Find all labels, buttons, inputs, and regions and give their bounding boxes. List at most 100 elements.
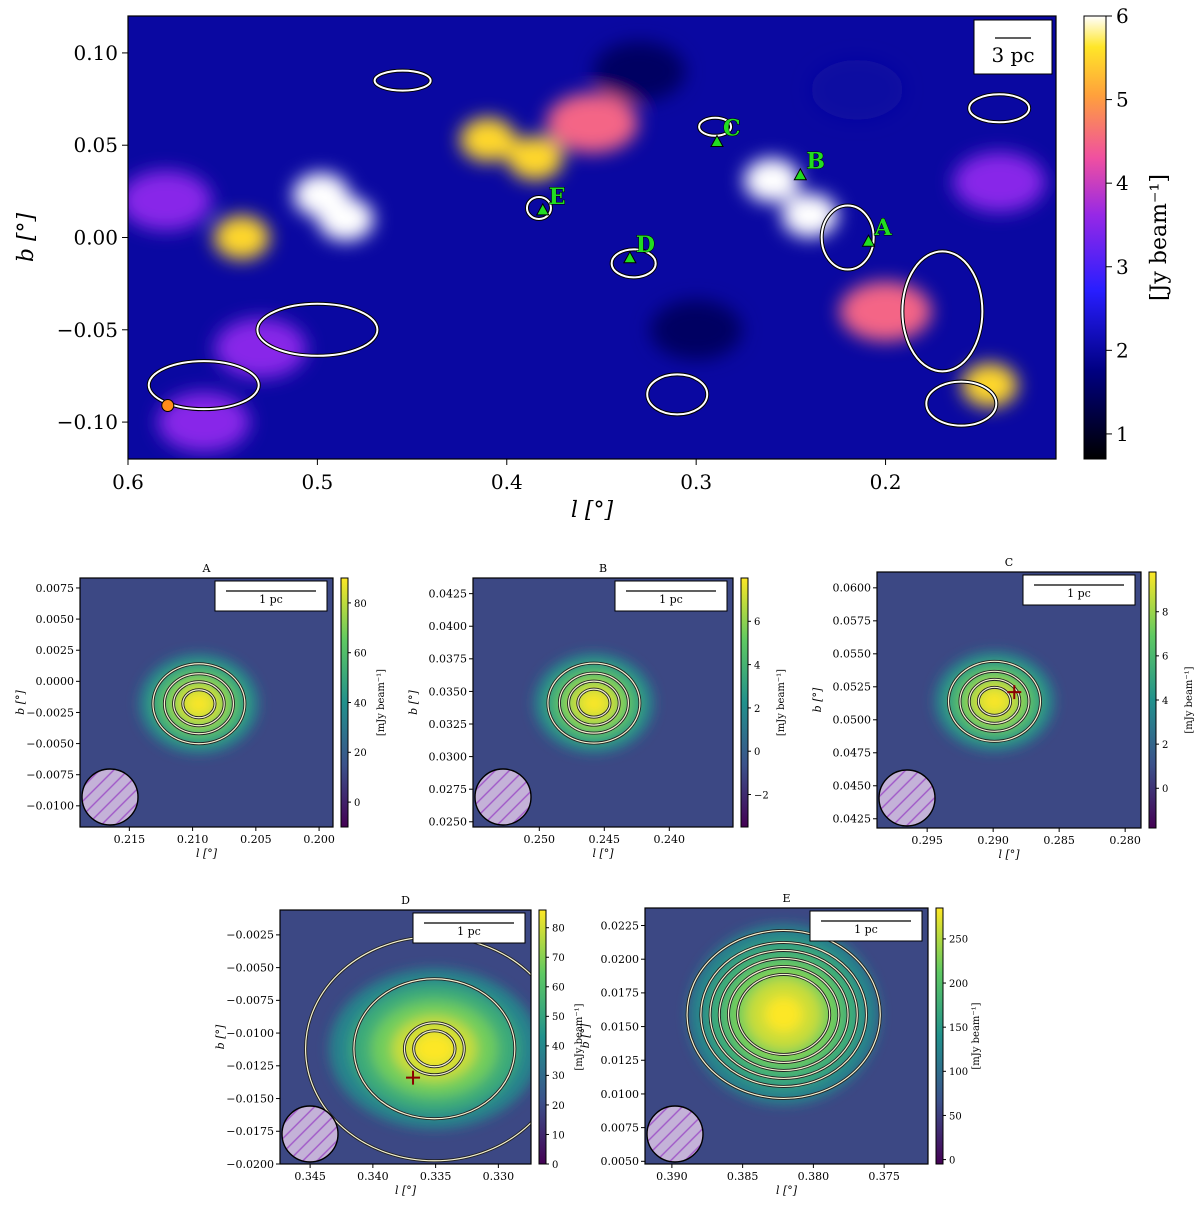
scalebar-label: 1 pc: [259, 593, 283, 606]
beam-marker: [474, 768, 532, 826]
y-tick-label: −0.0100: [226, 1027, 274, 1040]
scalebar-box: [412, 912, 526, 944]
x-tick-label: 0.250: [524, 833, 556, 846]
y-tick-label: 0.0600: [833, 582, 872, 595]
y-tick-label: 0.0475: [833, 747, 872, 760]
beam-marker: [646, 1105, 704, 1163]
colorbar-tick-label: 50: [552, 1012, 565, 1023]
emission-level: [764, 996, 803, 1033]
y-tick-label: 0.05: [73, 133, 118, 157]
x-tick-label: 0.290: [977, 834, 1009, 847]
panel-title: E: [782, 892, 790, 905]
emission-layer: [329, 968, 531, 1129]
emission-region: [507, 136, 564, 181]
contour-line: [698, 116, 733, 137]
scalebar-box: [809, 910, 923, 942]
panel-title: A: [202, 562, 212, 575]
colorbar: [1148, 571, 1157, 829]
y-tick-label: 0.0300: [429, 750, 468, 763]
y-tick-label: 0.0375: [429, 653, 468, 666]
x-axis-label: l [°]: [998, 848, 1020, 861]
emission-region: [546, 93, 638, 154]
main-panel: 0.6 0.5 0.4 0.3 0.2 0.10 0.05 0.00 −0.05 −0.10 l […: [14, 4, 1172, 523]
y-tick-label: −0.05: [57, 318, 118, 342]
contour-line: [700, 941, 868, 1088]
colorbar-tick-label: 50: [949, 1111, 962, 1122]
x-axis-label: l [°]: [776, 1184, 798, 1197]
colorbar-tick-label: 0: [552, 1160, 558, 1171]
source-marker: [710, 134, 724, 148]
contour-line: [925, 380, 998, 427]
colorbar-tick-label: 80: [354, 599, 367, 610]
colorbar-tick-label: 8: [1162, 608, 1168, 619]
colorbar-tick-label: 0: [1162, 784, 1168, 795]
scalebar-label: 1 pc: [1067, 587, 1091, 600]
y-tick-label: −0.0175: [226, 1125, 274, 1138]
y-tick-label: −0.0100: [26, 800, 74, 813]
contour-line: [968, 678, 1021, 724]
emission-level: [186, 693, 211, 714]
colorbar-tick-label: 200: [949, 979, 968, 990]
scalebar-label: 1 pc: [659, 593, 683, 606]
y-tick-label: 0.0575: [833, 615, 872, 628]
panel-title: C: [1005, 556, 1013, 569]
colorbar-tick-label: 40: [552, 1042, 565, 1053]
emission-layer: [128, 41, 1046, 453]
y-tick-label: 0.00: [73, 226, 118, 250]
source-marker: [623, 250, 637, 264]
contour-line: [147, 360, 260, 411]
y-tick-label: −0.0150: [226, 1092, 274, 1105]
x-tick-label: 0.240: [654, 833, 686, 846]
colorbar-tick-label: 4: [754, 660, 760, 671]
y-tick-label: 0.0400: [429, 620, 468, 633]
emission-region: [953, 152, 1046, 213]
colorbar-tick-label: 60: [354, 649, 367, 660]
y-axis-label: b [°]: [14, 212, 39, 262]
x-tick-label: 0.375: [868, 1170, 900, 1183]
emission-layer: [138, 653, 259, 754]
contour-line: [525, 195, 552, 220]
colorbar-tick-label: 4: [1116, 171, 1129, 195]
y-tick-label: 0.0175: [601, 987, 640, 1000]
y-tick-label: 0.0425: [429, 587, 468, 600]
image-E: [645, 908, 928, 1164]
colorbar-tick-label: 150: [949, 1023, 968, 1034]
position-cross: [406, 1070, 421, 1085]
colorbar-tick-label: 0: [949, 1155, 955, 1166]
x-tick-label: 0.380: [798, 1170, 830, 1183]
beam-marker: [878, 769, 936, 827]
contour-line: [558, 672, 630, 734]
panel-A: 0.215 0.210 0.205 0.200 0.0075 0.0050 0.0025 0.…: [14, 562, 387, 860]
colorbar-tick-label: −2: [754, 790, 769, 801]
colorbar-tick-label: 6: [1116, 4, 1129, 28]
x-tick-label: 0.200: [303, 833, 335, 846]
y-tick-label: −0.0200: [226, 1158, 274, 1171]
y-tick-label: 0.0425: [833, 813, 872, 826]
emission-region: [650, 299, 743, 360]
image-main: [128, 16, 1056, 459]
contour-line: [173, 681, 225, 727]
y-axis-label: b [°]: [407, 689, 420, 714]
x-tick-label: 0.6: [112, 470, 144, 494]
colorbar-tick-label: 2: [1116, 338, 1129, 362]
colorbar-label: [mJy beam⁻¹]: [971, 1002, 982, 1069]
y-tick-label: 0.10: [73, 41, 118, 65]
y-tick-label: −0.0025: [226, 929, 274, 942]
y-tick-label: 0.0250: [429, 816, 468, 829]
axes-frame: [279, 909, 532, 1165]
contour-line: [577, 688, 611, 718]
source-label: B: [806, 149, 825, 175]
colorbar-tick-label: 20: [552, 1101, 565, 1112]
colorbar-tick-label: 1: [1116, 422, 1129, 446]
contour-line: [610, 248, 657, 279]
axes-frame: [472, 577, 734, 828]
colorbar-tick-label: 0: [754, 747, 760, 758]
contour-line: [353, 978, 516, 1120]
contour-line: [152, 663, 246, 745]
contour-line: [403, 1022, 465, 1076]
colorbar-tick-label: 70: [552, 953, 565, 964]
contour-line: [413, 1030, 456, 1068]
panel-D: 0.345 0.340 0.335 0.330 −0.0025 −0.0050 −0.007…: [214, 894, 585, 1197]
colorbar-tick-label: 6: [754, 617, 760, 628]
x-tick-label: 0.340: [357, 1170, 389, 1183]
